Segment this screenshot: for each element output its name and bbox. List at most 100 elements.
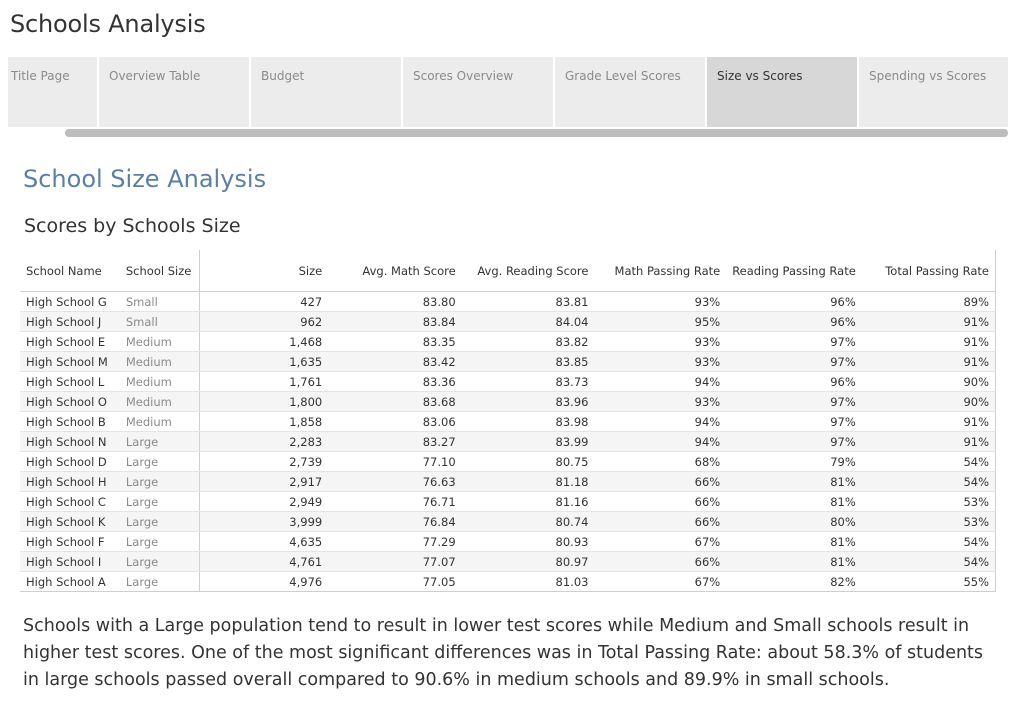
table-cell: 93%: [594, 351, 727, 372]
table-cell: 89%: [861, 291, 996, 312]
table-row[interactable]: High School O Medium 1,800 83.68 83.96 93% 97%…: [20, 391, 996, 412]
table-cell: High School N: [20, 431, 120, 452]
table-cell: 68%: [594, 451, 727, 472]
table-cell: 97%: [726, 391, 862, 412]
column-header[interactable]: School Name: [20, 250, 120, 292]
table-cell: 83.84: [328, 311, 462, 332]
table-cell: 54%: [861, 471, 996, 492]
table-cell: High School I: [20, 551, 120, 572]
table-cell: High School O: [20, 391, 120, 412]
table-cell: 91%: [861, 431, 996, 452]
table-row[interactable]: High School E Medium 1,468 83.35 83.82 93% 97%…: [20, 331, 996, 352]
table-cell: Medium: [119, 391, 201, 412]
table-cell: 66%: [594, 551, 727, 572]
column-header[interactable]: Reading Passing Rate: [726, 250, 862, 292]
column-header[interactable]: Avg. Reading Score: [461, 250, 595, 292]
tab-label: Size vs Scores: [717, 69, 803, 83]
table-cell: 79%: [726, 451, 862, 472]
table-cell: 4,976: [199, 571, 329, 592]
table-cell: 81.18: [461, 471, 595, 492]
tab-budget[interactable]: Budget: [251, 57, 401, 127]
table-cell: 83.96: [461, 391, 595, 412]
table-cell: 97%: [726, 331, 862, 352]
table-row[interactable]: High School I Large 4,761 77.07 80.97 66% 81% 5…: [20, 551, 996, 572]
table-cell: 93%: [594, 291, 727, 312]
table-row[interactable]: High School J Small 962 83.84 84.04 95% 96% 91%: [20, 311, 996, 332]
table-cell: 84.04: [461, 311, 595, 332]
column-header[interactable]: Size: [199, 250, 329, 292]
scores-table: School Name School Size Size Avg. Math S…: [20, 250, 996, 592]
table-row[interactable]: High School D Large 2,739 77.10 80.75 68% 79% 5…: [20, 451, 996, 472]
tab-grade-level-scores[interactable]: Grade Level Scores: [555, 57, 705, 127]
tab-size-vs-scores[interactable]: Size vs Scores: [707, 57, 857, 127]
table-row[interactable]: High School H Large 2,917 76.63 81.18 66% 81% 5…: [20, 471, 996, 492]
table-cell: 81.16: [461, 491, 595, 512]
table-row[interactable]: High School M Medium 1,635 83.42 83.85 93% 97%…: [20, 351, 996, 372]
table-cell: 1,858: [199, 411, 329, 432]
column-header[interactable]: Total Passing Rate: [861, 250, 996, 292]
table-cell: 427: [199, 291, 329, 312]
table-cell: 83.99: [461, 431, 595, 452]
tab-overview-table[interactable]: Overview Table: [99, 57, 249, 127]
table-cell: Large: [119, 431, 201, 452]
table-cell: 1,761: [199, 371, 329, 392]
table-cell: 2,283: [199, 431, 329, 452]
table-cell: 83.82: [461, 331, 595, 352]
table-cell: 90%: [861, 371, 996, 392]
table-cell: Small: [119, 291, 201, 312]
table-row[interactable]: High School K Large 3,999 76.84 80.74 66% 80% 5…: [20, 511, 996, 532]
tabs-scrollbar-thumb[interactable]: [65, 129, 1008, 137]
table-cell: Medium: [119, 351, 201, 372]
table-cell: 91%: [861, 331, 996, 352]
column-header[interactable]: Math Passing Rate: [594, 250, 727, 292]
table-cell: Large: [119, 531, 201, 552]
table-cell: High School H: [20, 471, 120, 492]
table-cell: Medium: [119, 331, 201, 352]
table-cell: Large: [119, 511, 201, 532]
table-cell: 93%: [594, 391, 727, 412]
table-cell: 77.10: [328, 451, 462, 472]
table-row[interactable]: High School G Small 427 83.80 83.81 93% 96% 89%: [20, 291, 996, 312]
column-header[interactable]: School Size: [119, 250, 201, 292]
table-cell: 94%: [594, 431, 727, 452]
table-cell: 81%: [726, 471, 862, 492]
table-cell: Medium: [119, 411, 201, 432]
table-row[interactable]: High School L Medium 1,761 83.36 83.73 94% 96%…: [20, 371, 996, 392]
table-cell: 81%: [726, 491, 862, 512]
app-title: Schools Analysis: [10, 10, 206, 38]
table-cell: 962: [199, 311, 329, 332]
table-cell: 91%: [861, 411, 996, 432]
tab-label: Budget: [261, 69, 305, 83]
tab-label: Title Page: [11, 69, 70, 83]
table-cell: 1,800: [199, 391, 329, 412]
table-cell: Small: [119, 311, 201, 332]
table-cell: 66%: [594, 471, 727, 492]
table-row[interactable]: High School B Medium 1,858 83.06 83.98 94% 97%…: [20, 411, 996, 432]
table-cell: 2,739: [199, 451, 329, 472]
table-cell: 91%: [861, 311, 996, 332]
table-cell: 80.75: [461, 451, 595, 472]
table-row[interactable]: High School N Large 2,283 83.27 83.99 94% 97% 9…: [20, 431, 996, 452]
table-row[interactable]: High School A Large 4,976 77.05 81.03 67% 82% 5…: [20, 571, 996, 592]
table-cell: 77.05: [328, 571, 462, 592]
table-cell: 81%: [726, 551, 862, 572]
table-cell: 94%: [594, 371, 727, 392]
tab-title-page[interactable]: Title Page: [8, 57, 97, 127]
table-cell: 4,635: [199, 531, 329, 552]
table-cell: Large: [119, 471, 201, 492]
column-header[interactable]: Avg. Math Score: [328, 250, 462, 292]
tab-scores-overview[interactable]: Scores Overview: [403, 57, 553, 127]
table-cell: 83.68: [328, 391, 462, 412]
table-cell: 94%: [594, 411, 727, 432]
story-tabs: Title Page Overview Table Budget Scores …: [8, 57, 1008, 127]
table-cell: High School F: [20, 531, 120, 552]
table-cell: High School M: [20, 351, 120, 372]
tabs-scrollbar[interactable]: [65, 129, 1008, 137]
table-cell: Large: [119, 551, 201, 572]
table-cell: 1,468: [199, 331, 329, 352]
table-row[interactable]: High School C Large 2,949 76.71 81.16 66% 81% 5…: [20, 491, 996, 512]
table-cell: 80.74: [461, 511, 595, 532]
table-row[interactable]: High School F Large 4,635 77.29 80.93 67% 81% 5…: [20, 531, 996, 552]
tab-spending-vs-scores[interactable]: Spending vs Scores: [859, 57, 1008, 127]
table-cell: 97%: [726, 411, 862, 432]
